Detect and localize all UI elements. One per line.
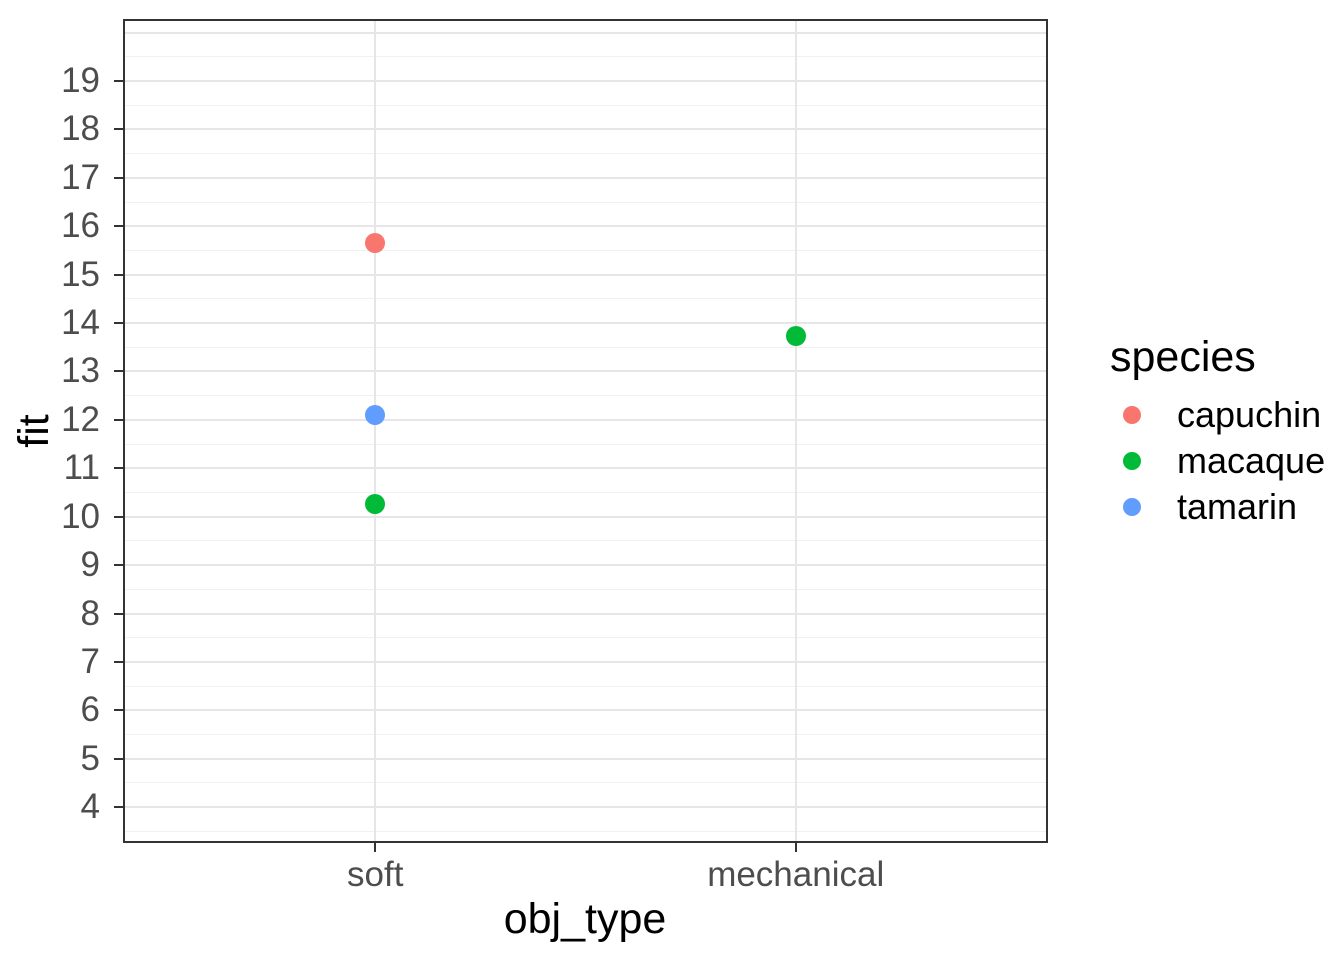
- legend-item-macaque: macaque: [1110, 438, 1325, 484]
- gridline-major: [125, 322, 1046, 325]
- gridline-minor: [125, 734, 1046, 736]
- gridline-major: [125, 176, 1046, 179]
- gridline-major: [125, 128, 1046, 131]
- gridline-major: [125, 515, 1046, 518]
- gridline-minor: [125, 153, 1046, 155]
- legend-label-capuchin: capuchin: [1177, 394, 1322, 435]
- x-tick-label-mechanical: mechanical: [707, 855, 885, 894]
- gridline-minor: [125, 685, 1046, 687]
- y-tick-label: 19: [61, 60, 100, 100]
- data-point-macaque-mechanical: [785, 326, 806, 347]
- y-tick-label: 17: [61, 157, 100, 197]
- y-tick-mark: [114, 128, 123, 131]
- legend-item-tamarin: tamarin: [1110, 484, 1325, 530]
- y-tick-mark: [114, 709, 123, 712]
- gridline-minor: [125, 249, 1046, 251]
- y-tick-mark: [114, 612, 123, 615]
- gridline-minor: [125, 104, 1046, 106]
- y-tick-mark: [114, 370, 123, 373]
- y-tick-label: 8: [80, 593, 100, 633]
- y-tick-mark: [114, 322, 123, 325]
- gridline-major: [125, 806, 1046, 809]
- y-tick-label: 4: [80, 787, 100, 827]
- legend-items: capuchin macaque tamarin: [1110, 392, 1325, 530]
- legend-label-tamarin: tamarin: [1177, 486, 1298, 527]
- legend-item-capuchin: capuchin: [1110, 392, 1325, 438]
- gridline-major: [125, 709, 1046, 712]
- y-tick-mark: [114, 806, 123, 809]
- gridline-minor: [125, 346, 1046, 348]
- y-tick-label: 12: [61, 399, 100, 439]
- x-tick-label-soft: soft: [347, 855, 404, 894]
- y-axis-title: fit: [10, 414, 58, 448]
- gridline-major-vertical: [374, 21, 377, 841]
- y-tick-label: 14: [61, 303, 100, 343]
- y-tick-label: 7: [80, 641, 100, 681]
- gridline-minor: [125, 443, 1046, 445]
- legend-label-macaque: macaque: [1177, 440, 1326, 481]
- y-tick-mark: [114, 225, 123, 228]
- legend-title: species: [1110, 333, 1256, 381]
- gridline-major-vertical: [794, 21, 797, 841]
- gridline-major: [125, 31, 1046, 34]
- gridline-minor: [125, 830, 1046, 832]
- y-tick-mark: [114, 273, 123, 276]
- gridline-minor: [125, 395, 1046, 397]
- y-tick-label: 5: [80, 738, 100, 778]
- y-tick-mark: [114, 79, 123, 82]
- y-tick-label: 15: [61, 254, 100, 294]
- gridline-minor: [125, 782, 1046, 784]
- gridline-minor: [125, 588, 1046, 590]
- y-tick-label: 9: [80, 545, 100, 585]
- y-tick-label: 10: [61, 496, 100, 536]
- y-tick-label: 18: [61, 109, 100, 149]
- y-tick-mark: [114, 757, 123, 760]
- gridline-minor: [125, 540, 1046, 542]
- y-tick-mark: [114, 515, 123, 518]
- gridline-major: [125, 79, 1046, 82]
- gridline-minor: [125, 201, 1046, 203]
- gridline-major: [125, 612, 1046, 615]
- y-tick-label: 6: [80, 690, 100, 730]
- data-point-macaque-soft: [365, 494, 386, 515]
- legend-swatch-macaque-icon: [1123, 452, 1141, 470]
- y-tick-mark: [114, 176, 123, 179]
- gridline-major: [125, 467, 1046, 470]
- plot-panel: [123, 19, 1048, 843]
- legend-swatch-tamarin-icon: [1123, 498, 1141, 516]
- data-point-capuchin-soft: [365, 233, 386, 254]
- y-tick-label: 13: [61, 351, 100, 391]
- gridline-major: [125, 757, 1046, 760]
- y-tick-mark: [114, 467, 123, 470]
- gridline-major: [125, 273, 1046, 276]
- gridline-major: [125, 370, 1046, 373]
- gridline-minor: [125, 298, 1046, 300]
- gridline-minor: [125, 637, 1046, 639]
- gridline-minor: [125, 56, 1046, 58]
- x-axis-title: obj_type: [503, 895, 667, 943]
- gridline-minor: [125, 491, 1046, 493]
- gridline-major: [125, 225, 1046, 228]
- x-tick-mark: [794, 843, 797, 852]
- y-tick-label: 11: [63, 448, 100, 488]
- gridline-major: [125, 660, 1046, 663]
- legend: species capuchin macaque tamarin: [1110, 333, 1325, 530]
- x-tick-mark: [374, 843, 377, 852]
- y-tick-label: 16: [61, 206, 100, 246]
- legend-swatch-capuchin-icon: [1123, 406, 1141, 424]
- y-tick-mark: [114, 564, 123, 567]
- y-tick-mark: [114, 660, 123, 663]
- y-tick-mark: [114, 418, 123, 421]
- gridline-major: [125, 418, 1046, 421]
- gridline-major: [125, 564, 1046, 567]
- data-point-tamarin-soft: [365, 405, 386, 426]
